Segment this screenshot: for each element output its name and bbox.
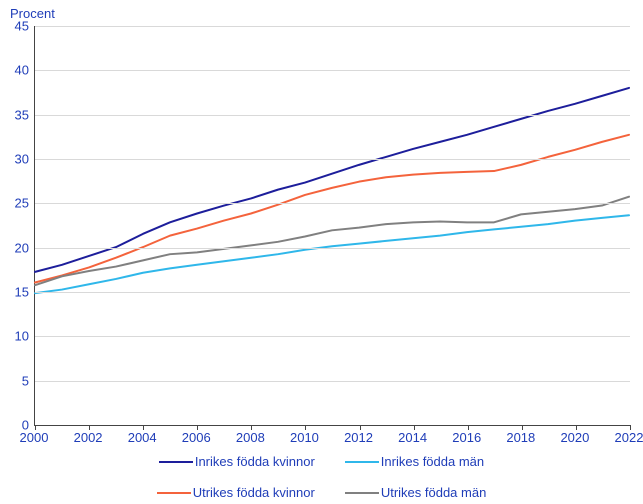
y-tick-label: 15 bbox=[15, 285, 29, 300]
x-tick-label: 2008 bbox=[236, 430, 265, 445]
legend-item: Utrikes födda kvinnor bbox=[157, 485, 315, 500]
x-tick-label: 2000 bbox=[20, 430, 49, 445]
legend-label: Inrikes födda kvinnor bbox=[195, 454, 315, 469]
x-tick-label: 2020 bbox=[560, 430, 589, 445]
y-tick-label: 20 bbox=[15, 240, 29, 255]
grid-line bbox=[35, 248, 630, 249]
legend-swatch bbox=[157, 492, 191, 494]
grid-line bbox=[35, 70, 630, 71]
y-tick-label: 40 bbox=[15, 63, 29, 78]
legend-item: Inrikes födda män bbox=[345, 454, 484, 469]
grid-line bbox=[35, 115, 630, 116]
x-tick-label: 2004 bbox=[128, 430, 157, 445]
legend-swatch bbox=[345, 492, 379, 494]
grid-line bbox=[35, 292, 630, 293]
legend-label: Inrikes födda män bbox=[381, 454, 484, 469]
series-line bbox=[35, 135, 629, 283]
y-tick-label: 30 bbox=[15, 152, 29, 167]
x-tick-label: 2022 bbox=[615, 430, 643, 445]
legend-label: Utrikes födda män bbox=[381, 485, 487, 500]
legend-item: Utrikes födda män bbox=[345, 485, 487, 500]
legend-label: Utrikes födda kvinnor bbox=[193, 485, 315, 500]
grid-line bbox=[35, 336, 630, 337]
grid-line bbox=[35, 26, 630, 27]
series-lines bbox=[35, 26, 630, 425]
chart-container: Procent Inrikes födda kvinnorInrikes föd… bbox=[0, 0, 643, 504]
x-tick-label: 2018 bbox=[506, 430, 535, 445]
x-tick-label: 2016 bbox=[452, 430, 481, 445]
x-tick-label: 2012 bbox=[344, 430, 373, 445]
legend-item: Inrikes födda kvinnor bbox=[159, 454, 315, 469]
legend-swatch bbox=[159, 461, 193, 463]
y-tick-label: 10 bbox=[15, 329, 29, 344]
legend: Inrikes födda kvinnor Inrikes födda män Ut… bbox=[0, 454, 643, 500]
x-tick-label: 2002 bbox=[74, 430, 103, 445]
series-line bbox=[35, 197, 629, 285]
y-tick-label: 25 bbox=[15, 196, 29, 211]
grid-line bbox=[35, 381, 630, 382]
grid-line bbox=[35, 203, 630, 204]
y-tick-label: 5 bbox=[22, 373, 29, 388]
y-tick-label: 45 bbox=[15, 19, 29, 34]
x-tick-label: 2010 bbox=[290, 430, 319, 445]
plot-area bbox=[34, 26, 630, 426]
x-tick-label: 2006 bbox=[182, 430, 211, 445]
legend-swatch bbox=[345, 461, 379, 463]
grid-line bbox=[35, 159, 630, 160]
x-tick-label: 2014 bbox=[398, 430, 427, 445]
y-tick-label: 35 bbox=[15, 107, 29, 122]
